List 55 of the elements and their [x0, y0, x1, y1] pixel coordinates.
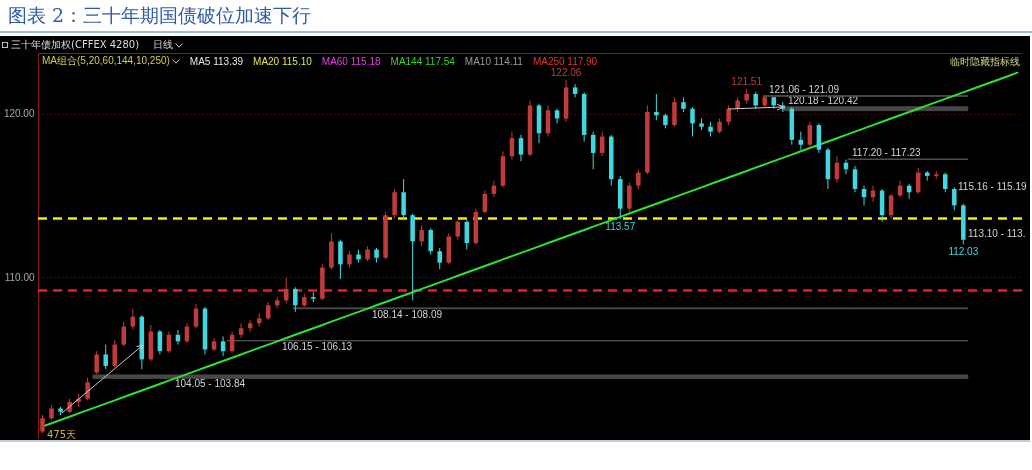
candlestick [852, 165, 858, 193]
band-label: 106.15 - 106.13 [282, 340, 353, 352]
candlestick [112, 339, 117, 369]
candlestick [392, 188, 397, 219]
candlestick [419, 224, 424, 247]
annotation: MA60 115.18 [321, 55, 381, 67]
annotation: 121.51 [731, 75, 763, 87]
band-label: 108.14 - 108.09 [372, 308, 443, 320]
annotation: MA组合(5,20,60,144,10,250) [42, 54, 170, 68]
candlestick [636, 168, 641, 190]
candlestick [103, 344, 108, 370]
annotation: 临时隐藏指标线 [950, 55, 1020, 69]
candlestick [726, 104, 731, 126]
band-label: 120.18 - 120.42 [788, 94, 859, 106]
annotation: MA10 114.11 [464, 55, 523, 67]
candlestick [690, 106, 695, 138]
candlestick [238, 322, 244, 339]
candlestick [94, 350, 99, 375]
annotation: 122.06 [550, 66, 582, 78]
candlestick [572, 83, 578, 98]
candlestick [518, 134, 524, 162]
candlestick [672, 96, 677, 128]
text: 日线 [153, 38, 174, 52]
annotation: MA5 113.39 [189, 55, 244, 67]
annotation: 113.57 [605, 220, 636, 232]
candlestick [428, 227, 433, 256]
annotation: MA20 115.10 [253, 55, 312, 67]
annotation: 112.03 [948, 246, 979, 258]
y-tick-label: 120.00 [3, 108, 35, 120]
band-label: 121.06 - 121.09 [769, 83, 840, 95]
band-label: 117.20 - 117.23 [852, 147, 922, 158]
candlestick [284, 276, 289, 305]
band-label: 104.05 - 103.84 [175, 378, 246, 390]
annotation: 115.16 - 115.19 [958, 181, 1027, 192]
annotation: 475天 [47, 428, 77, 442]
candlestick [952, 186, 957, 211]
candlestick [627, 181, 632, 213]
annotation: 113.10 - 113. [968, 228, 1026, 239]
candlestick [807, 121, 813, 147]
candlestick [401, 178, 406, 221]
candlestick [247, 319, 253, 333]
candlestick [338, 239, 343, 280]
annotation: MA144 117.54 [390, 55, 455, 67]
candlestick [654, 93, 659, 121]
candlestick [40, 414, 45, 434]
candlestick [293, 286, 298, 313]
chart-subtitle: 三十年债加权(CFFEX 4280) [11, 38, 140, 52]
candlestick [437, 247, 442, 270]
candlestick [220, 335, 226, 357]
candlestick [943, 172, 948, 193]
annotation: MA250 117.90 [532, 55, 598, 67]
y-tick-label: 110.00 [4, 271, 35, 283]
chart-title: 图表 2：三十年期国债破位加速下行 [0, 0, 1032, 33]
candlestick [130, 308, 136, 331]
candlestick [798, 131, 804, 151]
